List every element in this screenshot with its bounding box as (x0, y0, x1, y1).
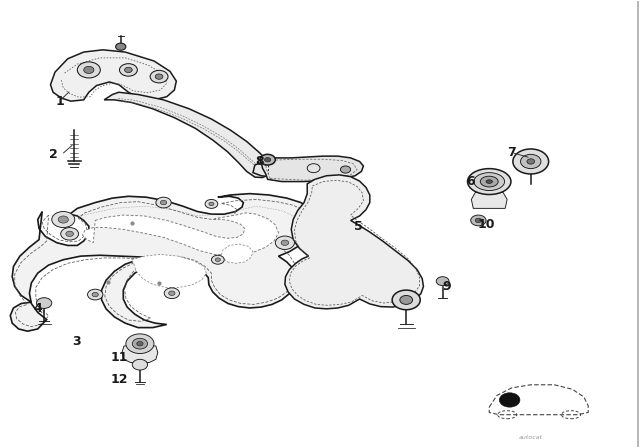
Circle shape (475, 218, 481, 223)
Circle shape (392, 290, 420, 310)
Circle shape (209, 202, 214, 206)
Polygon shape (253, 159, 330, 177)
Circle shape (84, 66, 94, 73)
Polygon shape (104, 92, 272, 177)
Text: 6: 6 (466, 175, 474, 188)
Circle shape (275, 236, 294, 250)
Polygon shape (471, 189, 507, 208)
Polygon shape (83, 213, 278, 255)
Ellipse shape (480, 176, 498, 187)
Circle shape (132, 338, 148, 349)
Circle shape (132, 359, 148, 370)
Circle shape (66, 231, 74, 237)
Text: 11: 11 (110, 352, 127, 365)
Circle shape (125, 67, 132, 73)
Text: autocat: autocat (519, 435, 543, 440)
Circle shape (61, 228, 79, 240)
Text: 8: 8 (255, 155, 264, 168)
Circle shape (470, 215, 486, 226)
Polygon shape (51, 50, 176, 101)
Circle shape (58, 216, 68, 223)
Circle shape (520, 154, 541, 168)
Circle shape (281, 240, 289, 246)
Polygon shape (261, 156, 364, 181)
Circle shape (156, 74, 163, 79)
Circle shape (400, 296, 413, 304)
Circle shape (205, 199, 218, 208)
Text: 7: 7 (508, 146, 516, 159)
Circle shape (120, 64, 138, 76)
Circle shape (161, 200, 167, 205)
Ellipse shape (474, 172, 504, 190)
Circle shape (260, 154, 275, 165)
Text: 12: 12 (110, 373, 127, 386)
Ellipse shape (467, 168, 511, 194)
Polygon shape (221, 244, 253, 263)
Circle shape (137, 341, 143, 346)
Circle shape (436, 277, 449, 286)
Circle shape (52, 211, 75, 228)
Circle shape (215, 258, 220, 262)
Circle shape (156, 197, 172, 208)
Text: 5: 5 (354, 220, 363, 233)
Text: 3: 3 (72, 335, 81, 348)
Circle shape (264, 157, 271, 162)
Text: 1: 1 (55, 95, 64, 108)
Circle shape (150, 70, 168, 83)
Polygon shape (132, 254, 206, 288)
Polygon shape (10, 194, 314, 331)
Circle shape (169, 291, 175, 296)
Polygon shape (285, 175, 424, 309)
Circle shape (513, 149, 548, 174)
Circle shape (527, 159, 534, 164)
Circle shape (499, 393, 520, 407)
Circle shape (164, 288, 179, 298)
Text: 2: 2 (49, 148, 58, 161)
Circle shape (36, 297, 52, 308)
Circle shape (211, 255, 224, 264)
Text: 4: 4 (33, 302, 42, 315)
Circle shape (77, 62, 100, 78)
Text: 9: 9 (442, 280, 451, 293)
Circle shape (88, 289, 103, 300)
Circle shape (126, 334, 154, 353)
Text: 10: 10 (477, 217, 495, 231)
Polygon shape (122, 346, 158, 362)
Circle shape (116, 43, 126, 50)
Circle shape (92, 293, 99, 297)
Ellipse shape (486, 180, 492, 183)
Circle shape (340, 166, 351, 173)
